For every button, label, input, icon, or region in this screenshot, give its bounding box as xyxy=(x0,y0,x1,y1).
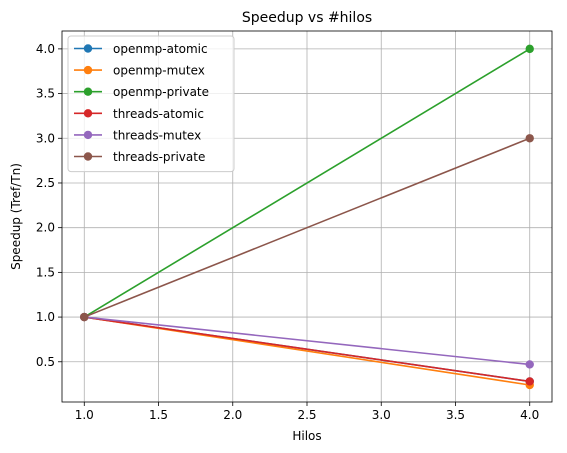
series-line-threads-mutex xyxy=(84,316,530,366)
y-tick-label: 0.5 xyxy=(36,355,55,369)
x-tick-label: 3.5 xyxy=(446,408,465,422)
legend-marker-threads-atomic xyxy=(83,109,93,118)
x-tick-label: 1.0 xyxy=(75,408,94,422)
legend-label-threads-atomic: threads-atomic xyxy=(113,107,204,121)
data-point-threads-atomic xyxy=(525,377,534,386)
x-axis-ticks: 1.0 1.5 2.0 2.5 3.0 3.5 4.0 xyxy=(75,402,539,422)
legend-marker-threads-mutex xyxy=(83,130,93,140)
data-point-threads-private xyxy=(80,312,89,322)
legend-label-threads-private: threads-private xyxy=(113,150,205,164)
y-tick-label: 4.0 xyxy=(36,42,55,56)
x-tick-label: 2.5 xyxy=(297,408,316,422)
y-tick-label: 1.0 xyxy=(36,310,55,324)
data-point-threads-private xyxy=(525,134,534,143)
series-line-threads-atomic xyxy=(84,316,530,383)
legend: openmp-atomic openmp-mutex openmp-private t… xyxy=(67,35,235,173)
legend-label-openmp-private: openmp-private xyxy=(113,85,209,99)
y-tick-label: 2.5 xyxy=(36,176,55,190)
legend-frame xyxy=(67,35,235,173)
y-tick-label: 3.5 xyxy=(36,87,55,101)
series-line-threads-private xyxy=(83,137,531,318)
y-tick-label: 1.5 xyxy=(36,265,55,279)
x-tick-label: 3.0 xyxy=(372,408,391,422)
legend-marker-openmp-mutex xyxy=(83,65,93,75)
x-axis-label: Hilos xyxy=(292,429,321,443)
y-tick-label: 3.0 xyxy=(36,131,55,145)
data-point-openmp-private xyxy=(525,44,534,54)
series-group xyxy=(80,44,534,390)
x-tick-label: 2.0 xyxy=(223,408,242,422)
legend-label-openmp-atomic: openmp-atomic xyxy=(113,42,208,56)
x-tick-label: 4.0 xyxy=(520,408,539,422)
y-axis-ticks: 0.5 1.0 1.5 2.0 2.5 3.0 3.5 4.0 xyxy=(36,42,62,369)
data-point-threads-mutex xyxy=(525,360,534,369)
legend-label-threads-mutex: threads-mutex xyxy=(113,128,201,142)
legend-marker-threads-private xyxy=(83,152,93,161)
y-tick-label: 2.0 xyxy=(36,221,55,235)
series-line-openmp-private xyxy=(83,48,531,318)
legend-label-openmp-mutex: openmp-mutex xyxy=(113,64,205,78)
chart-title: Speedup vs #hilos xyxy=(242,10,372,26)
legend-marker-openmp-atomic xyxy=(83,44,93,53)
legend-marker-openmp-private xyxy=(83,87,93,96)
x-tick-label: 1.5 xyxy=(149,408,168,422)
y-axis-label: Speedup (Tref/Tn) xyxy=(9,163,23,270)
